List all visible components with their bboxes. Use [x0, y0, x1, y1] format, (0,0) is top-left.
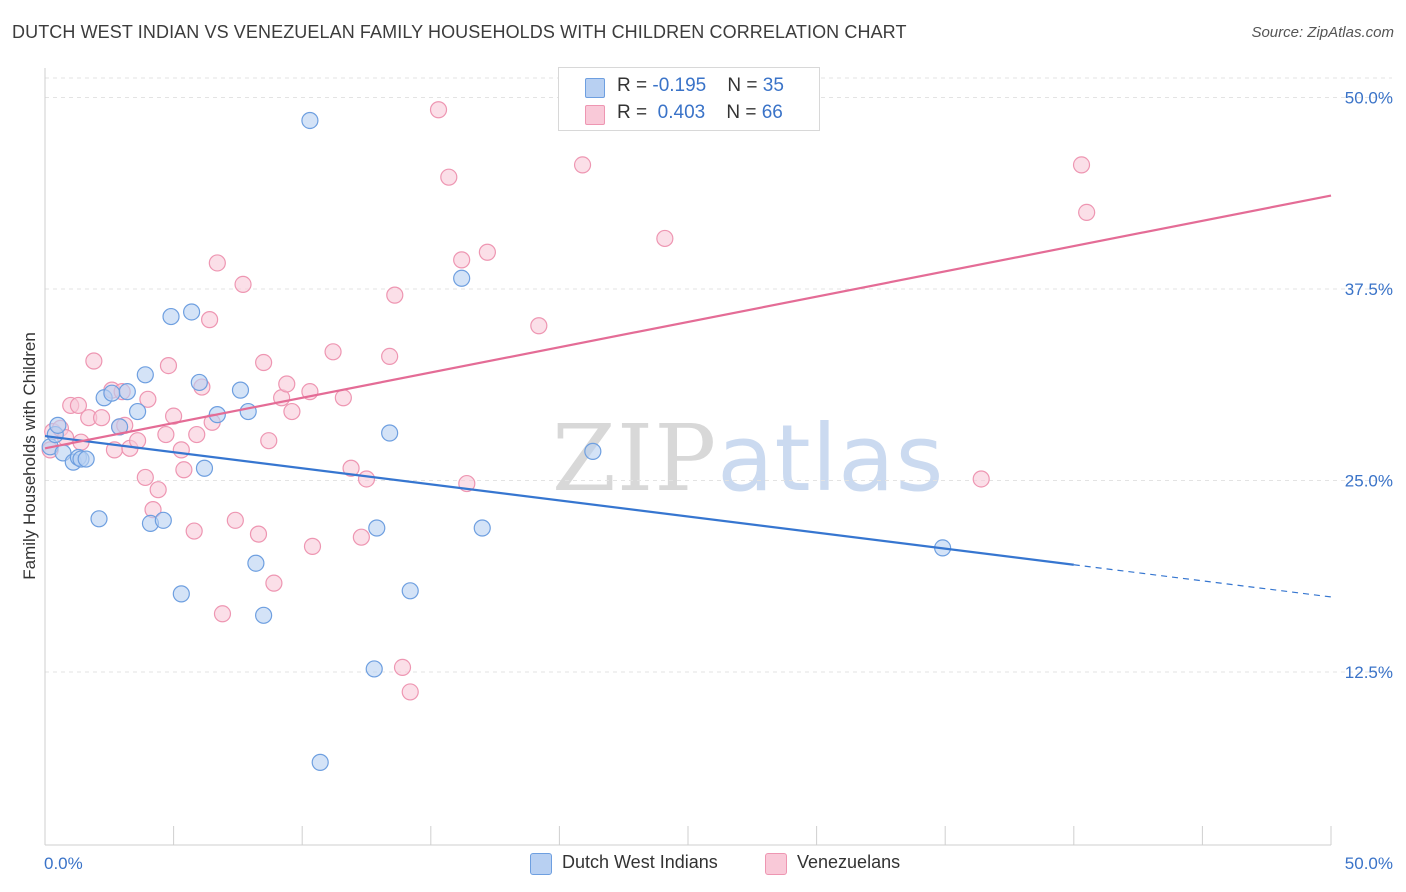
y-tick-label: 37.5% — [1345, 280, 1393, 299]
point-dutch-west-indian — [239, 402, 257, 421]
point-dutch-west-indian — [473, 519, 491, 537]
point-venezuelan — [255, 353, 273, 372]
point-dutch-west-indian — [584, 442, 602, 460]
point-venezuelan — [136, 468, 154, 487]
point-dutch-west-indian — [110, 418, 129, 436]
chart-title: DUTCH WEST INDIAN VS VENEZUELAN FAMILY H… — [12, 22, 907, 42]
point-venezuelan — [139, 390, 157, 408]
point-venezuelan — [342, 459, 360, 477]
point-venezuelan — [283, 402, 301, 421]
point-venezuelan — [188, 425, 206, 444]
point-venezuelan — [381, 347, 399, 366]
r-label: R = — [617, 75, 653, 96]
x-tick-label: 0.0% — [44, 854, 83, 873]
legend-label: Dutch West Indians — [562, 852, 718, 872]
point-venezuelan — [92, 409, 111, 427]
point-venezuelan — [260, 432, 278, 450]
point-dutch-west-indian — [190, 373, 208, 392]
point-dutch-west-indian — [247, 554, 265, 572]
point-dutch-west-indian — [172, 585, 190, 603]
r-label: R = — [617, 102, 653, 123]
point-dutch-west-indian — [195, 459, 214, 477]
point-venezuelan — [172, 441, 190, 459]
point-venezuelan — [234, 275, 252, 294]
point-dutch-west-indian — [255, 606, 273, 624]
n-label: N = — [726, 102, 762, 123]
legend-text-dutch-west-indians: R = -0.195 N = 35 — [617, 75, 784, 97]
point-dutch-west-indian — [453, 269, 471, 287]
y-tick-label: 50.0% — [1345, 89, 1393, 108]
n-value: 66 — [761, 102, 783, 123]
point-venezuelan — [386, 286, 404, 304]
point-venezuelan — [429, 101, 448, 119]
point-dutch-west-indian — [90, 510, 108, 528]
legend-swatch-blue — [530, 853, 552, 875]
point-dutch-west-indian — [118, 383, 136, 401]
point-venezuelan — [201, 311, 219, 329]
point-dutch-west-indian — [128, 402, 147, 421]
r-value: -0.195 — [652, 75, 707, 96]
point-venezuelan — [157, 425, 175, 444]
point-venezuelan — [226, 511, 244, 529]
point-venezuelan — [656, 229, 674, 248]
point-venezuelan — [303, 537, 322, 555]
point-venezuelan — [401, 683, 419, 701]
y-tick-label: 25.0% — [1345, 472, 1393, 491]
point-venezuelan — [1078, 203, 1096, 221]
y-tick-label: 12.5% — [1345, 663, 1393, 682]
point-venezuelan — [185, 522, 203, 540]
point-dutch-west-indian — [136, 366, 154, 384]
point-venezuelan — [478, 243, 496, 261]
point-dutch-west-indian — [183, 303, 201, 321]
trendline-venezuelans — [44, 194, 1332, 450]
correlation-legend: R = -0.195 N = 35 R = 0.403 N = 66 — [558, 67, 820, 131]
x-tick-label: 50.0% — [1345, 854, 1393, 873]
point-venezuelan — [573, 156, 592, 174]
point-venezuelan — [69, 396, 88, 415]
point-dutch-west-indian — [162, 307, 180, 326]
legend-swatch-blue — [585, 78, 605, 98]
trendline-dutch-west-indians — [44, 434, 1074, 566]
point-dutch-west-indian — [49, 416, 67, 434]
point-venezuelan — [530, 317, 548, 335]
point-venezuelan — [149, 481, 167, 499]
legend-swatch-pink — [585, 105, 605, 125]
point-dutch-west-indian — [103, 384, 121, 402]
point-dutch-west-indian — [77, 450, 95, 468]
source-label: Source: ZipAtlas.com — [1251, 24, 1394, 41]
r-value: 0.403 — [657, 102, 706, 123]
point-venezuelan — [1072, 156, 1091, 174]
point-venezuelan — [249, 525, 268, 543]
point-dutch-west-indian — [301, 111, 319, 130]
n-label: N = — [727, 75, 763, 96]
point-venezuelan — [278, 375, 296, 393]
legend-swatch-pink — [765, 853, 787, 875]
point-dutch-west-indian — [368, 519, 386, 537]
legend-text-venezuelans: R = 0.403 N = 66 — [617, 102, 783, 124]
point-venezuelan — [334, 389, 352, 407]
point-venezuelan — [357, 470, 376, 488]
point-venezuelan — [208, 254, 226, 272]
point-venezuelan — [265, 574, 283, 592]
point-venezuelan — [213, 605, 232, 623]
n-value: 35 — [762, 75, 784, 96]
point-dutch-west-indian — [381, 424, 399, 442]
point-dutch-west-indian — [231, 381, 250, 399]
point-venezuelan — [159, 357, 178, 375]
point-venezuelan — [453, 251, 471, 269]
point-venezuelan — [324, 343, 342, 361]
point-venezuelan — [440, 168, 458, 186]
point-dutch-west-indian — [401, 582, 419, 600]
point-venezuelan — [85, 352, 103, 370]
trendline-dutch-west-indians-extension — [1073, 564, 1332, 598]
point-venezuelan — [352, 528, 370, 546]
point-dutch-west-indian — [365, 660, 383, 678]
legend-label: Venezuelans — [797, 852, 901, 872]
point-dutch-west-indian — [311, 753, 329, 771]
point-dutch-west-indian — [154, 511, 172, 529]
point-venezuelan — [972, 470, 990, 488]
point-venezuelan — [175, 461, 193, 479]
point-venezuelan — [393, 658, 412, 677]
